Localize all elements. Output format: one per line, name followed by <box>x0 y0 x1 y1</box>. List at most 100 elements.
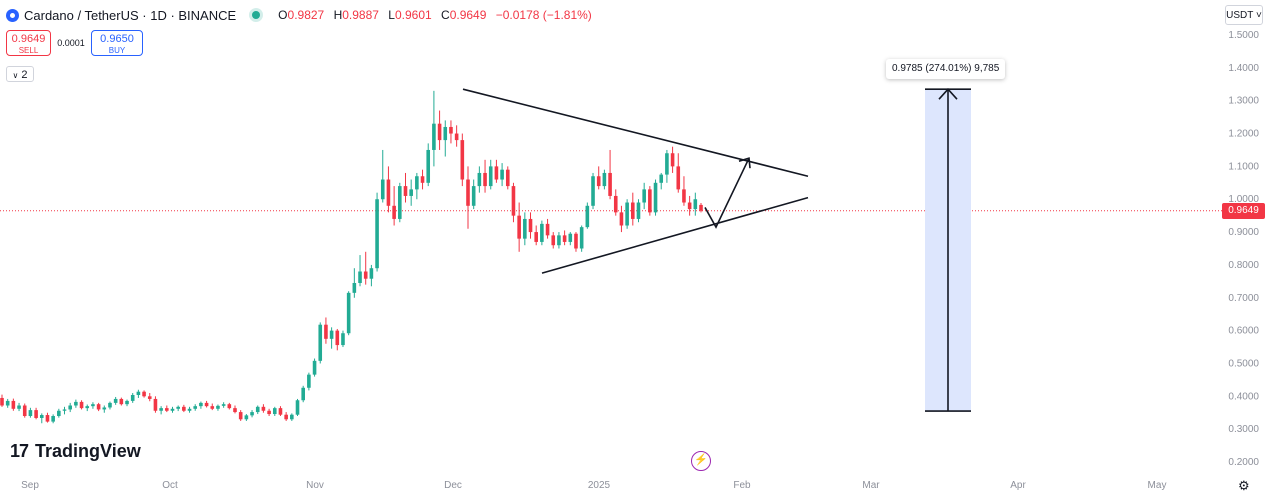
candle-body <box>557 235 561 246</box>
high-label: H <box>333 8 343 22</box>
sell-label: SELL <box>18 46 39 55</box>
candle-body <box>562 235 567 242</box>
y-tick-label: 0.9000 <box>1228 227 1259 238</box>
candle-body <box>477 172 482 187</box>
candle-body <box>74 401 78 406</box>
candle-body <box>608 172 612 196</box>
sell-price: 0.9649 <box>11 33 46 45</box>
close-label: C <box>441 8 450 22</box>
candle-body <box>386 179 391 206</box>
candle-body <box>380 179 385 200</box>
candle-body <box>545 223 550 236</box>
sell-button[interactable]: 0.9649 SELL <box>6 30 51 56</box>
candle-body <box>62 409 67 411</box>
candle-body <box>108 402 112 408</box>
candle-body <box>471 186 476 206</box>
candle-body <box>375 199 379 269</box>
high-value: 0.9887 <box>342 8 379 22</box>
candle-body <box>449 126 453 134</box>
candle-body <box>341 333 345 346</box>
candle-body <box>130 394 135 401</box>
y-tick-label: 0.7000 <box>1228 293 1259 304</box>
candle-body <box>596 176 601 187</box>
candle-body <box>574 233 578 249</box>
candle-body <box>460 140 465 180</box>
candle-body <box>301 387 305 401</box>
y-tick-label: 1.0000 <box>1228 194 1259 205</box>
x-axis[interactable]: Sep Oct Nov Dec 2025 Feb Mar Apr May <box>21 480 1166 491</box>
candle-body <box>409 189 413 196</box>
candle-body <box>369 268 374 279</box>
measure-tooltip: 0.9785 (274.01%) 9,785 <box>886 59 1006 79</box>
candle-body <box>432 123 436 150</box>
y-axis[interactable]: 1.5000 1.4000 1.3000 1.2000 1.1000 1.0000 0.90… <box>1228 30 1259 468</box>
lightning-icon[interactable]: ⚡ <box>691 451 711 471</box>
candle-body <box>648 189 652 213</box>
candle-body <box>676 166 681 190</box>
candle-body <box>534 232 538 242</box>
symbol-title[interactable]: Cardano / TetherUS · 1D · BINANCE <box>24 7 237 23</box>
projection-arrow <box>704 157 750 229</box>
candle-body <box>398 186 402 219</box>
candle-body <box>113 398 118 403</box>
candle-body <box>267 410 271 415</box>
buy-button[interactable]: 0.9650 BUY <box>91 30 143 56</box>
candle-body <box>699 204 703 211</box>
candle-body <box>119 398 124 405</box>
y-tick-label: 0.5000 <box>1228 358 1259 369</box>
candle-body <box>483 172 487 187</box>
candle-body <box>329 330 334 339</box>
indicators-toggle-button[interactable]: ∨ 2 <box>6 66 34 82</box>
x-tick-label: Mar <box>862 480 880 491</box>
x-tick-label: 2025 <box>588 480 611 491</box>
candles <box>0 90 703 424</box>
candle-body <box>295 400 300 415</box>
open-value: 0.9827 <box>287 8 325 22</box>
candle-body <box>642 189 646 203</box>
candle-body <box>494 166 499 180</box>
x-tick-label: Dec <box>444 480 462 491</box>
measure-arrowhead <box>938 88 958 100</box>
candle-body <box>437 123 442 141</box>
candle-body <box>403 186 408 196</box>
open-label: O <box>278 8 288 22</box>
chevron-down-icon: ˅ <box>1253 10 1262 21</box>
candle-body <box>250 412 254 416</box>
candle-body <box>591 176 595 206</box>
buy-label: BUY <box>108 46 126 55</box>
drawings <box>462 88 971 412</box>
candle-body <box>79 401 84 409</box>
tradingview-logo[interactable]: 17 TradingView <box>10 441 141 462</box>
currency-select[interactable]: USDT ˅ <box>1225 5 1263 25</box>
tradingview-logo-icon: 17 <box>10 441 29 461</box>
candle-body <box>466 179 470 206</box>
candle-body <box>352 282 357 293</box>
y-tick-label: 0.6000 <box>1228 326 1259 337</box>
brand-name: TradingView <box>35 441 141 461</box>
candle-body <box>443 126 448 141</box>
candle-body <box>415 176 419 190</box>
candle-body <box>659 174 664 183</box>
candle-body <box>17 405 21 409</box>
candle-body <box>420 176 425 183</box>
candle-body <box>0 397 4 406</box>
candle-body <box>551 235 556 246</box>
candle-body <box>284 414 288 420</box>
y-tick-label: 0.3000 <box>1228 424 1259 435</box>
gear-icon[interactable]: ⚙ <box>1238 478 1250 493</box>
x-tick-label: Sep <box>21 480 39 491</box>
candle-body <box>22 405 27 417</box>
candle-body <box>85 406 90 409</box>
candle-body <box>358 271 362 283</box>
candle-body <box>454 133 459 141</box>
candle-body <box>153 398 158 411</box>
candle-body <box>96 404 101 410</box>
candle-body <box>204 402 209 407</box>
candle-body <box>363 271 368 279</box>
y-tick-label: 1.1000 <box>1228 161 1259 172</box>
candle-body <box>28 410 33 417</box>
candle-body <box>216 405 220 409</box>
symbol-header[interactable]: Cardano / TetherUS · 1D · BINANCE O0.982… <box>6 6 592 24</box>
candle-body <box>159 408 163 411</box>
